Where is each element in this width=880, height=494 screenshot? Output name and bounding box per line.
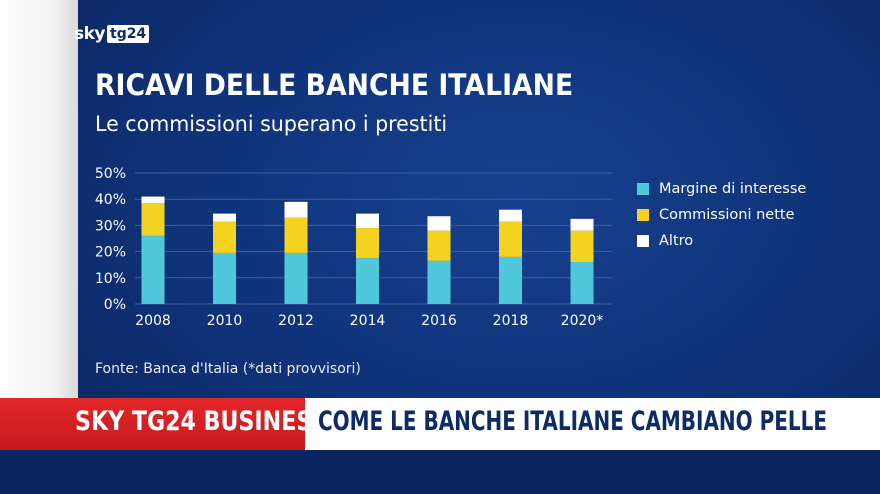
- y-tick-label: 30%: [95, 218, 126, 234]
- bar-segment: [356, 228, 379, 259]
- legend-label-commissioni: Commissioni nette: [659, 207, 795, 223]
- legend-swatch-margine: [637, 183, 649, 195]
- chart-subtitle: Le commissioni superano i prestiti: [95, 112, 448, 136]
- y-tick-label: 40%: [95, 192, 126, 208]
- bar-segment: [284, 252, 308, 304]
- legend-label-altro: Altro: [659, 233, 694, 249]
- x-tick-label: 2010: [207, 313, 243, 329]
- x-tick-label: 2014: [350, 313, 386, 329]
- bar-segment: [284, 217, 308, 253]
- bar-segment: [499, 221, 522, 257]
- bar-segment: [499, 256, 522, 304]
- bar-segment: [427, 216, 451, 231]
- legend-swatch-commissioni: [637, 209, 649, 221]
- bar-segment: [570, 230, 594, 263]
- legend-swatch-altro: [637, 235, 649, 247]
- bar-segment: [570, 262, 594, 304]
- bar-segment: [427, 230, 451, 261]
- bar-segment: [356, 258, 379, 304]
- bar-segment: [570, 218, 594, 231]
- bar-segment: [499, 209, 522, 222]
- y-tick-label: 50%: [95, 166, 126, 182]
- legend-label-margine: Margine di interesse: [659, 181, 807, 197]
- x-tick-label: 2016: [421, 313, 457, 329]
- bar-segment: [356, 213, 379, 229]
- y-tick-label: 0%: [104, 297, 126, 313]
- x-tick-label: 2012: [278, 313, 314, 329]
- sky-tg24-logo: sky tg24: [74, 24, 150, 44]
- x-tick-label: 2008: [135, 313, 171, 329]
- x-tick-label: 2018: [493, 313, 529, 329]
- chart-title: RICAVI DELLE BANCHE ITALIANE: [95, 68, 574, 102]
- bottom-strip: [0, 450, 880, 494]
- ticker-white-band: [305, 398, 880, 450]
- bar-segment: [284, 201, 308, 218]
- bar-segment: [141, 196, 165, 204]
- y-tick-label: 20%: [95, 245, 126, 261]
- bar-segment: [141, 203, 165, 236]
- bar-segment: [213, 252, 236, 304]
- bar-segment: [141, 235, 165, 304]
- logo-sky-text: sky: [74, 24, 106, 44]
- legend: Margine di interesse Commissioni nette A…: [637, 176, 806, 254]
- legend-item-margine: Margine di interesse: [637, 176, 806, 202]
- ticker-headline: COME LE BANCHE ITALIANE CAMBIANO PELLE: [318, 406, 828, 437]
- ticker-red-band: [0, 398, 305, 450]
- x-tick-label: 2020*: [561, 313, 604, 329]
- legend-item-commissioni: Commissioni nette: [637, 202, 806, 228]
- y-tick-label: 10%: [95, 271, 126, 287]
- bar-segment: [213, 213, 236, 222]
- logo-tg24-text: tg24: [107, 25, 150, 43]
- bar-segment: [213, 221, 236, 253]
- legend-item-altro: Altro: [637, 228, 806, 254]
- bar-segment: [427, 260, 451, 304]
- ticker-channel-label: SKY TG24 BUSINESS: [75, 406, 328, 437]
- source-note: Fonte: Banca d'Italia (*dati provvisori): [95, 361, 361, 377]
